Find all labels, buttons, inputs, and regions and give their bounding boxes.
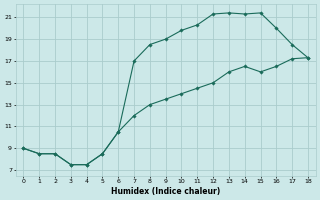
X-axis label: Humidex (Indice chaleur): Humidex (Indice chaleur) [111, 187, 220, 196]
